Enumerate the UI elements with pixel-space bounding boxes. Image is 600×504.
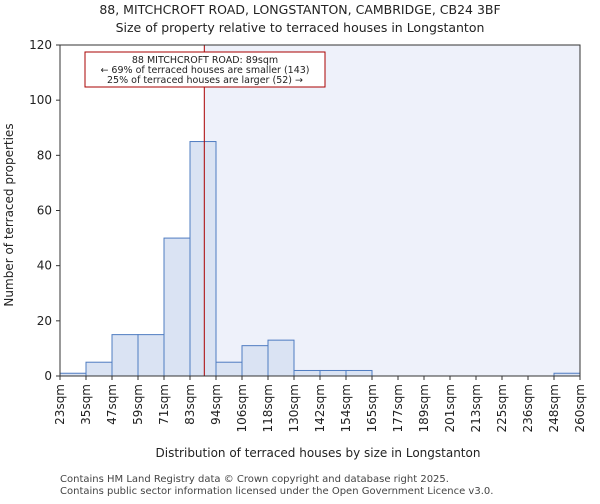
bar-154sqm	[345, 369, 373, 377]
x-tick-label: 177sqm	[391, 384, 405, 432]
y-axis-label: Number of terraced properties	[2, 123, 16, 306]
x-tick-label: 236sqm	[521, 384, 535, 432]
bar-59sqm	[137, 334, 165, 377]
chart-subtitle: Size of property relative to terraced ho…	[116, 20, 485, 35]
annotation-frame	[84, 51, 326, 88]
y-axis-ticks: 0 20 40 60 80 100 120	[29, 38, 60, 383]
bar-47sqm	[111, 334, 139, 377]
y-tick-label: 40	[37, 259, 52, 273]
annotation-line-3: 25% of terraced houses are larger (52) →	[107, 75, 303, 86]
annotation-line-2: ← 69% of terraced houses are smaller (14…	[100, 65, 309, 76]
footer-line-1: Contains HM Land Registry data © Crown c…	[60, 474, 449, 485]
x-tick-label: 213sqm	[469, 384, 483, 432]
x-tick-label: 118sqm	[261, 384, 275, 432]
x-tick-label: 83sqm	[183, 384, 197, 425]
x-tick-label: 35sqm	[79, 384, 93, 425]
bar-94sqm	[215, 361, 243, 377]
bar-142sqm	[319, 369, 347, 377]
x-tick-label: 23sqm	[53, 384, 67, 425]
annotation-box: 88 MITCHCROFT ROAD: 89sqm ← 69% of terra…	[84, 51, 326, 88]
x-tick-label: 201sqm	[443, 384, 457, 432]
x-tick-label: 189sqm	[417, 384, 431, 432]
bar-35sqm	[85, 361, 113, 377]
x-tick-label: 106sqm	[235, 384, 249, 432]
x-axis-label: Distribution of terraced houses by size …	[156, 446, 481, 460]
x-tick-label: 248sqm	[547, 384, 561, 432]
y-tick-label: 120	[29, 38, 52, 52]
bar-106sqm	[241, 345, 269, 377]
x-tick-label: 260sqm	[573, 384, 587, 432]
x-tick-label: 165sqm	[365, 384, 379, 432]
bar-71sqm	[163, 237, 191, 377]
x-tick-label: 71sqm	[157, 384, 171, 425]
y-tick-label: 20	[37, 314, 52, 328]
y-tick-label: 80	[37, 148, 52, 162]
x-tick-label: 47sqm	[105, 384, 119, 425]
x-tick-label: 142sqm	[313, 384, 327, 432]
x-axis-ticks: 23sqm 35sqm 47sqm 59sqm 71sqm 83sqm 94sqm 106sq…	[53, 376, 587, 432]
x-tick-label: 94sqm	[209, 384, 223, 425]
chart-title: 88, MITCHCROFT ROAD, LONGSTANTON, CAMBRI…	[99, 2, 500, 17]
y-tick-label: 0	[44, 369, 52, 383]
x-tick-label: 130sqm	[287, 384, 301, 432]
x-tick-label: 59sqm	[131, 384, 145, 425]
bar-130sqm	[293, 369, 321, 377]
footer-line-2: Contains public sector information licen…	[60, 486, 493, 497]
bars-group	[59, 141, 581, 377]
x-tick-label: 154sqm	[339, 384, 353, 432]
y-tick-label: 100	[29, 93, 52, 107]
annotation-line-1: 88 MITCHCROFT ROAD: 89sqm	[132, 55, 278, 66]
bar-118sqm	[267, 339, 295, 377]
y-tick-label: 60	[37, 204, 52, 218]
bar-83sqm	[189, 141, 217, 377]
larger-region-background	[204, 45, 581, 376]
x-tick-label: 225sqm	[495, 384, 509, 432]
